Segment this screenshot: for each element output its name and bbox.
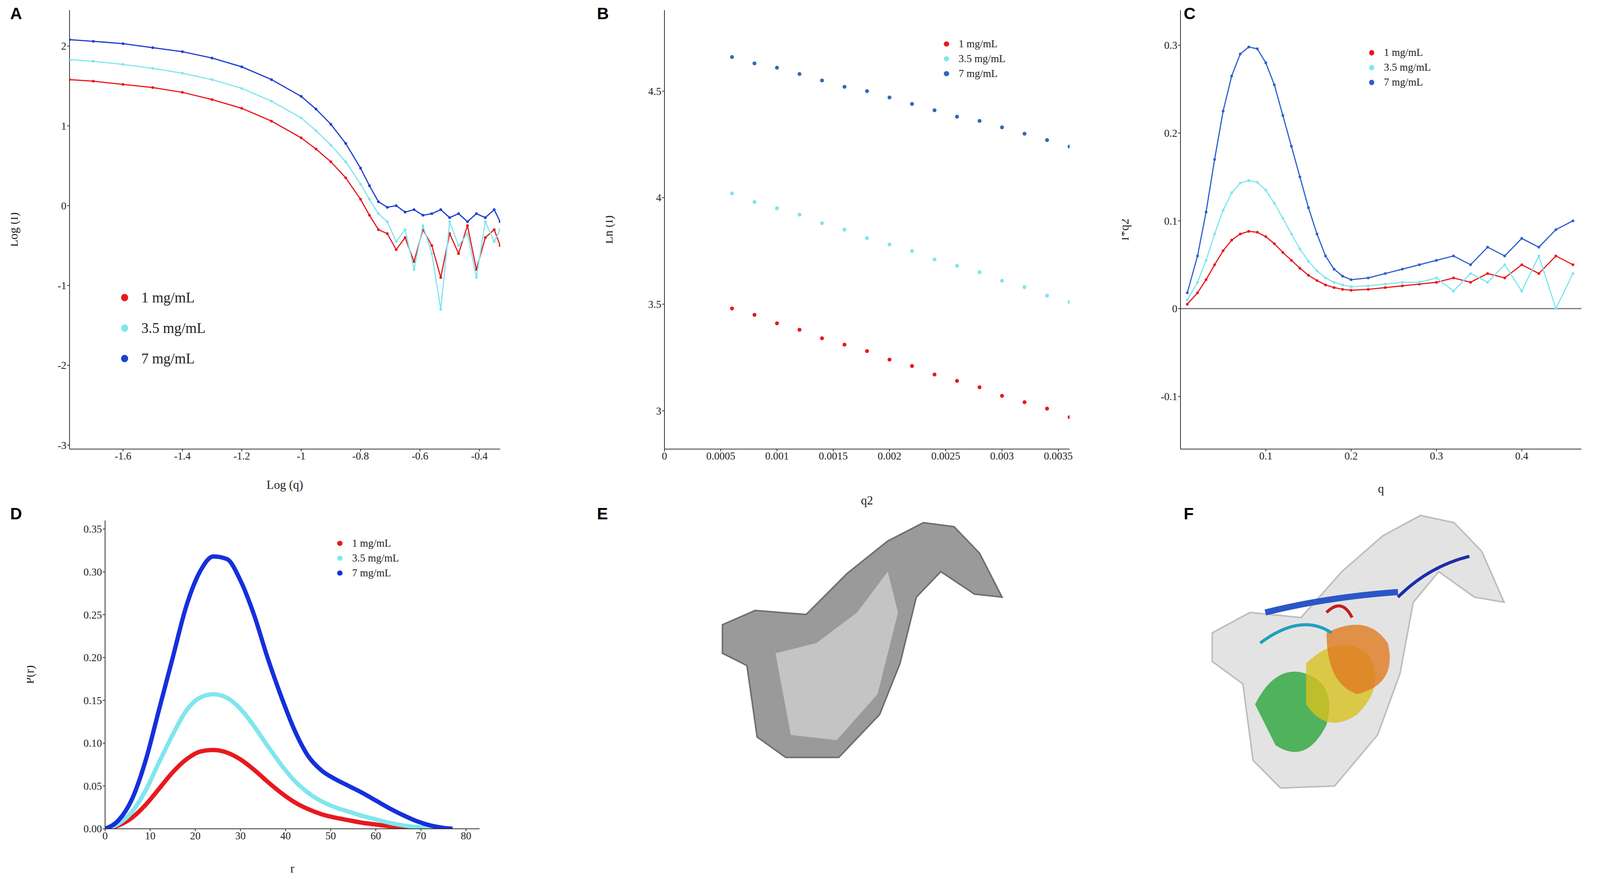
svg-text:P(r): P(r) (26, 665, 37, 684)
svg-text:0.0005: 0.0005 (705, 450, 735, 463)
html-text:3.5 mg/mL: 3.5 mg/mL (1383, 61, 1431, 74)
svg-text:-2: -2 (57, 359, 67, 372)
svg-text:0.002: 0.002 (877, 450, 902, 463)
svg-text:0.25: 0.25 (83, 608, 102, 621)
html-text:B: B (596, 4, 609, 23)
html-text:D: D (10, 504, 23, 523)
html-text:E: E (596, 504, 608, 523)
svg-text:0.4: 0.4 (1515, 450, 1529, 463)
svg-text:-1: -1 (296, 450, 306, 463)
svg-text:q2: q2 (860, 493, 874, 508)
svg-text:I*q2: I*q2 (1121, 218, 1132, 241)
svg-text:70: 70 (415, 829, 427, 842)
svg-text:0.003: 0.003 (989, 450, 1014, 463)
svg-text:3: 3 (655, 405, 662, 417)
svg-text:0: 0 (661, 450, 668, 463)
html-text:7 mg/mL: 7 mg/mL (1383, 76, 1423, 89)
svg-text:0.30: 0.30 (83, 566, 102, 578)
svg-text:-1.2: -1.2 (233, 450, 250, 463)
svg-text:4.5: 4.5 (648, 85, 662, 98)
svg-text:50: 50 (325, 829, 336, 842)
svg-text:0.001: 0.001 (764, 450, 789, 463)
html-text:1 mg/mL: 1 mg/mL (958, 37, 998, 50)
svg-text:-0.6: -0.6 (411, 450, 429, 463)
html-text:1 mg/mL: 1 mg/mL (1383, 46, 1423, 59)
svg-text:1: 1 (60, 120, 67, 133)
svg-text:0.0015: 0.0015 (818, 450, 848, 463)
html-text:7 mg/mL: 7 mg/mL (352, 566, 392, 579)
svg-text:-1: -1 (57, 279, 67, 292)
html-text:7 mg/mL: 7 mg/mL (141, 350, 195, 367)
svg-text:0: 0 (102, 829, 108, 842)
svg-text:-0.1: -0.1 (1160, 390, 1178, 403)
html-text:F: F (1183, 504, 1194, 523)
html-text:3.5 mg/mL: 3.5 mg/mL (141, 319, 206, 336)
html-text:3.5 mg/mL: 3.5 mg/mL (958, 52, 1006, 65)
svg-text:0.0035: 0.0035 (1043, 450, 1073, 463)
svg-text:20: 20 (190, 829, 201, 842)
svg-text:0.15: 0.15 (83, 694, 102, 707)
svg-text:3.5: 3.5 (648, 298, 662, 311)
svg-text:q: q (1378, 481, 1385, 496)
svg-text:0.1: 0.1 (1164, 215, 1178, 227)
html-text:C: C (1183, 4, 1196, 23)
svg-text:0.10: 0.10 (83, 737, 102, 750)
svg-text:0.1: 0.1 (1259, 450, 1273, 463)
svg-text:2: 2 (60, 40, 67, 53)
svg-text:Ln (I): Ln (I) (605, 215, 616, 244)
svg-text:-0.8: -0.8 (351, 450, 369, 463)
html-text:3.5 mg/mL: 3.5 mg/mL (352, 552, 399, 564)
svg-text:60: 60 (370, 829, 382, 842)
svg-text:80: 80 (460, 829, 472, 842)
svg-text:0.05: 0.05 (83, 780, 102, 792)
svg-text:0.0025: 0.0025 (931, 450, 961, 463)
svg-text:-3: -3 (57, 439, 67, 452)
svg-text:0.00: 0.00 (83, 823, 102, 835)
html-text:1 mg/mL: 1 mg/mL (352, 537, 392, 549)
svg-text:40: 40 (280, 829, 292, 842)
svg-text:0: 0 (1172, 303, 1178, 315)
svg-text:0.3: 0.3 (1164, 39, 1178, 52)
svg-text:0.3: 0.3 (1430, 450, 1444, 463)
html-text:7 mg/mL: 7 mg/mL (958, 67, 998, 80)
svg-text:10: 10 (144, 829, 156, 842)
html-text:A: A (10, 4, 23, 23)
svg-text:4: 4 (655, 192, 662, 204)
svg-text:0.35: 0.35 (83, 523, 102, 536)
svg-text:Log (q): Log (q) (266, 477, 304, 492)
svg-text:r: r (290, 861, 295, 875)
svg-text:-1.4: -1.4 (173, 450, 191, 463)
svg-text:-1.6: -1.6 (114, 450, 132, 463)
svg-text:-0.4: -0.4 (470, 450, 488, 463)
html-text:1 mg/mL: 1 mg/mL (141, 289, 195, 306)
svg-text:Log (I): Log (I) (10, 212, 21, 247)
svg-text:0.20: 0.20 (83, 651, 102, 664)
svg-text:0.2: 0.2 (1344, 450, 1358, 463)
svg-text:0.2: 0.2 (1164, 127, 1178, 140)
svg-text:30: 30 (235, 829, 246, 842)
svg-text:0: 0 (60, 200, 67, 212)
